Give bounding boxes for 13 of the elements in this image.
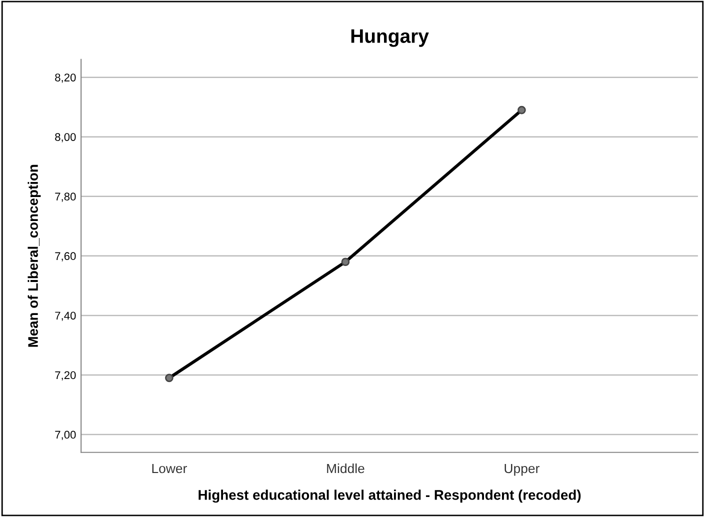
y-tick-label: 7,80 (55, 192, 76, 202)
y-tick-label: 7,40 (55, 312, 76, 321)
x-tick-label: Lower (152, 464, 187, 474)
chart-title: Hungary (351, 29, 429, 47)
x-axis-title: Highest educational level attained - Respondent (recoded) (198, 490, 581, 503)
x-tick-label: Middle (327, 463, 364, 474)
x-tick-label: Upper (504, 464, 540, 476)
y-tick-label: 7,60 (55, 252, 76, 262)
y-tick-label: 7,00 (55, 430, 76, 440)
y-tick-label: 8,20 (55, 74, 76, 83)
y-axis-title: Mean of Liberal_conception (28, 164, 41, 347)
y-tick-label: 7,20 (55, 371, 76, 380)
y-tick-label: 8,00 (55, 133, 76, 142)
